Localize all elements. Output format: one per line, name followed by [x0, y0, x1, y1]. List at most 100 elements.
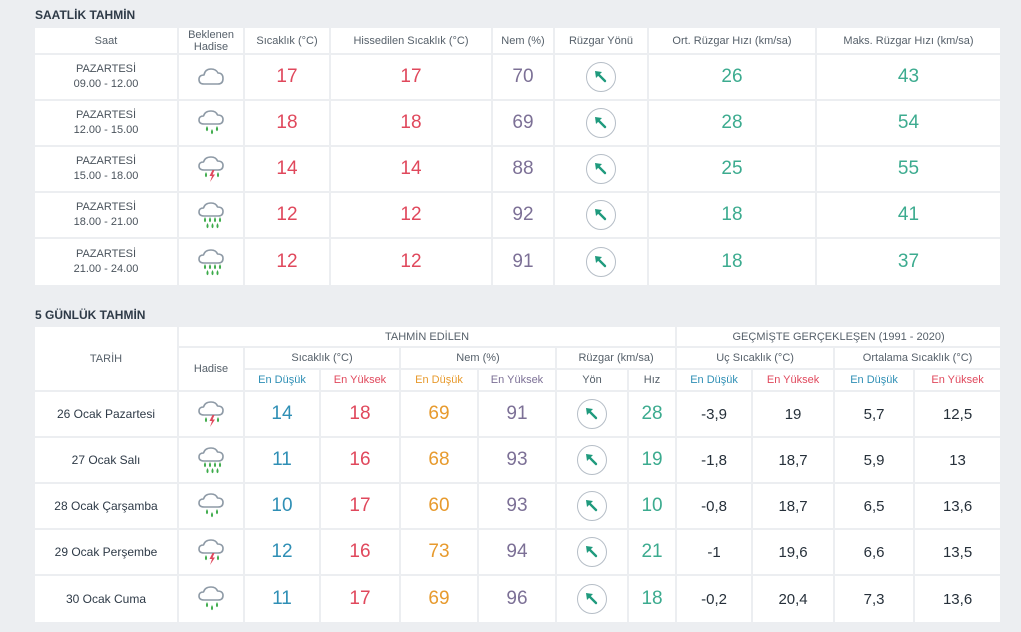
humidity-cell: 91	[493, 239, 555, 285]
time-slot-cell: PAZARTESİ 15.00 - 18.00	[35, 147, 179, 193]
temp-high-cell: 16	[321, 438, 401, 484]
table-row: PAZARTESİ 18.00 - 21.00 12 12 92 18 41	[35, 193, 1000, 239]
feels-like-cell: 12	[331, 239, 493, 285]
table-row: 27 Ocak Salı 11 16 68 93 19 -1,8 18,7 5,9 13	[35, 438, 1001, 484]
temperature-cell: 17	[245, 55, 331, 101]
header-wind-dir: Yön	[557, 370, 629, 392]
header-forecast-group: TAHMİN EDİLEN	[179, 327, 678, 348]
time-range: 21.00 - 24.00	[73, 263, 139, 275]
wind-direction-cell	[555, 193, 649, 239]
header-daily-humidity: Nem (%)	[401, 348, 557, 370]
header-humidity-high: En Yüksek	[479, 370, 557, 392]
average-low-cell: 6,5	[835, 484, 916, 530]
feels-like-cell: 14	[331, 147, 493, 193]
time-slot-cell: PAZARTESİ 21.00 - 24.00	[35, 239, 179, 285]
date-cell: 26 Ocak Pazartesi	[35, 392, 179, 438]
wind-dir-cell	[557, 576, 629, 622]
extreme-low-cell: -1,8	[677, 438, 754, 484]
humidity-high-cell: 94	[479, 530, 557, 576]
humidity-high-cell: 93	[479, 484, 557, 530]
extreme-low-cell: -1	[677, 530, 754, 576]
extreme-low-cell: -0,2	[677, 576, 754, 622]
temp-low-cell: 12	[245, 530, 321, 576]
humidity-cell: 88	[493, 147, 555, 193]
wind-direction-icon	[586, 108, 616, 138]
feels-like-cell: 17	[331, 55, 493, 101]
temperature-cell: 12	[245, 239, 331, 285]
wind-direction-icon	[586, 247, 616, 277]
humidity-cell: 70	[493, 55, 555, 101]
avg-wind-cell: 18	[649, 193, 817, 239]
humidity-low-cell: 60	[401, 484, 479, 530]
time-range: 18.00 - 21.00	[73, 216, 139, 228]
avg-wind-cell: 28	[649, 101, 817, 147]
header-expected-event: Beklenen Hadise	[179, 28, 245, 55]
wind-speed-cell: 28	[629, 392, 678, 438]
header-expected-event-label: Beklenen Hadise	[188, 29, 234, 53]
light-rain-icon	[198, 586, 224, 611]
humidity-high-cell: 93	[479, 438, 557, 484]
table-row: 26 Ocak Pazartesi 14 18 69 91 28 -3,9 19 5,7 12,5	[35, 392, 1001, 438]
humidity-low-cell: 73	[401, 530, 479, 576]
temp-high-cell: 17	[321, 576, 401, 622]
humidity-low-cell: 69	[401, 576, 479, 622]
extreme-low-cell: -0,8	[677, 484, 754, 530]
average-high-cell: 13	[915, 438, 1001, 484]
light-rain-icon	[198, 110, 224, 135]
temp-low-cell: 11	[245, 576, 321, 622]
header-temperature: Sıcaklık (°C)	[245, 28, 331, 55]
header-avg-wind: Ort. Rüzgar Hızı (km/sa)	[649, 28, 817, 55]
extreme-high-cell: 19	[753, 392, 836, 438]
weather-icon-cell	[179, 147, 245, 193]
table-row: 28 Ocak Çarşamba 10 17 60 93 10 -0,8 18,7 6,5 13,…	[35, 484, 1001, 530]
temperature-cell: 18	[245, 101, 331, 147]
wind-direction-cell	[555, 147, 649, 193]
wind-speed-cell: 18	[629, 576, 678, 622]
wind-direction-cell	[555, 101, 649, 147]
humidity-low-cell: 69	[401, 392, 479, 438]
table-row: PAZARTESİ 21.00 - 24.00 12 12 91 18 37	[35, 239, 1000, 285]
heavy-rain-icon	[198, 447, 224, 474]
extreme-high-cell: 19,6	[753, 530, 836, 576]
day-label: PAZARTESİ	[75, 248, 137, 260]
time-range: 09.00 - 12.00	[73, 78, 139, 90]
humidity-low-cell: 68	[401, 438, 479, 484]
header-average-low: En Düşük	[835, 370, 916, 392]
date-cell: 30 Ocak Cuma	[35, 576, 179, 622]
avg-wind-cell: 26	[649, 55, 817, 101]
wind-dir-cell	[557, 484, 629, 530]
header-average-temperature: Ortalama Sıcaklık (°C)	[835, 348, 1001, 370]
humidity-high-cell: 91	[479, 392, 557, 438]
time-slot-cell: PAZARTESİ 18.00 - 21.00	[35, 193, 179, 239]
wind-direction-icon	[577, 445, 607, 475]
temp-low-cell: 10	[245, 484, 321, 530]
header-temp-high: En Yüksek	[321, 370, 401, 392]
header-wind-speed: Hız	[629, 370, 678, 392]
average-low-cell: 7,3	[835, 576, 916, 622]
wind-direction-icon	[577, 399, 607, 429]
average-high-cell: 13,6	[915, 484, 1001, 530]
header-extreme-high: En Yüksek	[753, 370, 836, 392]
weather-icon-cell	[179, 392, 245, 438]
wind-dir-cell	[557, 438, 629, 484]
weather-icon-cell	[179, 530, 245, 576]
table-row: PAZARTESİ 09.00 - 12.00 17 17 70 26 43	[35, 55, 1000, 101]
day-label: PAZARTESİ	[75, 201, 137, 213]
daily-forecast-table: TARİH TAHMİN EDİLEN GEÇMİŞTE GERÇEKLEŞEN…	[35, 327, 1001, 622]
weather-icon-cell	[179, 239, 245, 285]
temp-low-cell: 11	[245, 438, 321, 484]
humidity-cell: 69	[493, 101, 555, 147]
time-range: 15.00 - 18.00	[73, 170, 139, 182]
day-label: PAZARTESİ	[75, 63, 137, 75]
average-low-cell: 6,6	[835, 530, 916, 576]
thunderstorm-rain-icon	[198, 156, 224, 182]
wind-direction-icon	[586, 62, 616, 92]
average-low-cell: 5,9	[835, 438, 916, 484]
header-humidity-low: En Düşük	[401, 370, 479, 392]
feels-like-cell: 12	[331, 193, 493, 239]
light-rain-icon	[198, 493, 224, 518]
cloudy-icon	[198, 68, 224, 85]
time-range: 12.00 - 15.00	[73, 124, 139, 136]
weather-icon-cell	[179, 438, 245, 484]
extreme-high-cell: 18,7	[753, 438, 836, 484]
